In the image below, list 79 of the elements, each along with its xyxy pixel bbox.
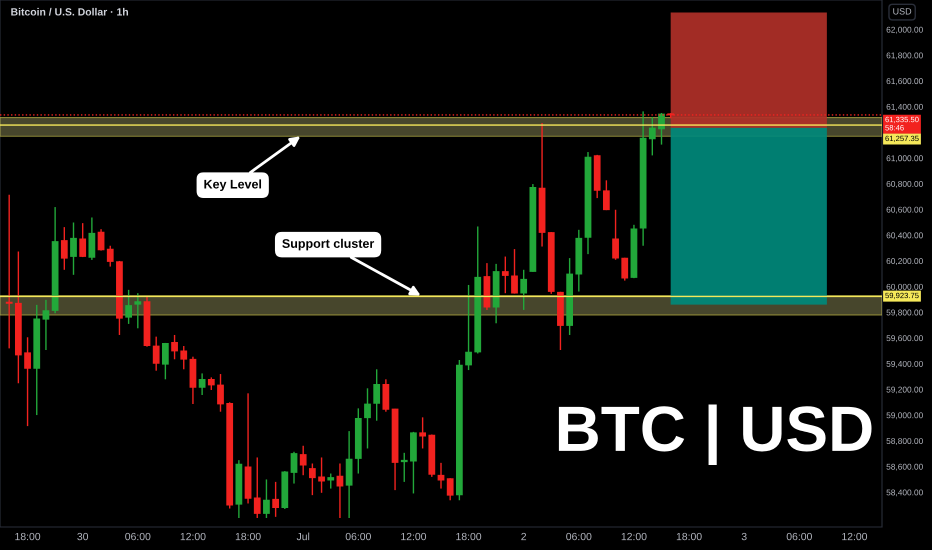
candlestick — [300, 445, 307, 476]
candlestick — [263, 478, 270, 519]
candlestick — [152, 336, 160, 372]
y-tick-label: 61,600.00 — [886, 78, 923, 86]
candlestick — [612, 209, 619, 260]
candlestick — [446, 477, 454, 501]
y-tick-label: 58,800.00 — [886, 438, 923, 445]
x-tick-label: 18:00 — [236, 532, 261, 540]
candlestick — [318, 456, 325, 494]
candlestick — [98, 228, 104, 252]
candlestick — [308, 462, 316, 496]
y-tick-label: 61,800.00 — [886, 52, 923, 60]
y-tick-label: 60,400.00 — [886, 232, 923, 240]
y-tick-label: 59,600.00 — [886, 335, 923, 342]
y-tick-label: 58,400.00 — [886, 489, 923, 496]
x-tick-label: 06:00 — [346, 532, 371, 540]
candlestick — [208, 376, 215, 391]
candlestick — [502, 256, 509, 294]
annotation: Support cluster — [282, 238, 374, 250]
candlestick — [364, 388, 371, 450]
candlestick — [6, 194, 13, 350]
x-tick-label: 3 — [742, 532, 747, 540]
x-tick-label: 2 — [521, 532, 526, 540]
candlestick — [42, 299, 50, 351]
text: Bitcoin / U.S. Dollar · 1h — [11, 8, 128, 16]
candlestick — [254, 456, 261, 519]
annotation: BTC | USD — [558, 404, 872, 466]
x-tick-label: 12:00 — [180, 532, 206, 540]
candlestick — [373, 368, 380, 422]
candlestick — [658, 112, 665, 146]
y-tick-label: 59,400.00 — [886, 360, 923, 368]
x-tick-label: 12:00 — [622, 532, 647, 540]
annotation: Key Level — [204, 179, 262, 192]
candlestick — [217, 373, 224, 412]
candlestick — [621, 257, 628, 282]
candlestick — [180, 345, 188, 370]
y-axis-title: USD — [893, 8, 912, 15]
y-tick-label: 60,800.00 — [886, 181, 923, 188]
y-tick-label: 59,000.00 — [886, 412, 923, 420]
x-tick-label: 12:00 — [401, 532, 426, 540]
x-tick-label: 06:00 — [786, 532, 812, 540]
candlestick — [60, 226, 68, 270]
x-tick-label: 18:00 — [456, 532, 482, 540]
candlestick — [511, 248, 518, 294]
candlestick — [171, 334, 178, 360]
candlestick — [465, 284, 472, 371]
y-tick-label: 59,200.00 — [886, 386, 923, 394]
candlestick — [438, 462, 444, 490]
candlestick — [272, 481, 280, 518]
candlestick — [327, 472, 334, 490]
y-tick-label: 60,600.00 — [886, 206, 923, 214]
candlestick — [198, 372, 206, 396]
candlestick — [520, 269, 528, 311]
candlestick — [24, 336, 31, 427]
candlestick — [162, 342, 169, 380]
x-tick-label: 18:00 — [15, 532, 40, 540]
candlestick — [290, 451, 298, 484]
y-tick-label: 61,000.00 — [886, 155, 923, 162]
candlestick — [125, 289, 132, 325]
x-tick-label: 06:00 — [566, 532, 592, 540]
candlestick — [70, 222, 77, 276]
x-tick-label: 06:00 — [125, 532, 150, 540]
candlestick — [134, 292, 142, 329]
candlestick — [336, 462, 344, 519]
y-tick-label: 61,400.00 — [886, 104, 923, 111]
x-tick-label: Jul — [296, 532, 310, 540]
y-tick-label: 60,000.00 — [886, 284, 923, 291]
y-tick-label: 59,800.00 — [886, 310, 923, 316]
candlestick — [106, 245, 114, 268]
x-tick-label: 12:00 — [842, 532, 868, 540]
y-tick-label: 62,000.00 — [886, 26, 923, 34]
candlestick — [419, 416, 426, 450]
x-tick-label: 18:00 — [676, 532, 702, 540]
y-tick-label: 60,200.00 — [886, 258, 923, 266]
candlestick — [602, 180, 610, 211]
candlestick — [79, 222, 86, 258]
y-tick-label: 58,600.00 — [886, 464, 923, 471]
x-tick-label: 30 — [77, 532, 88, 540]
candlestick — [648, 116, 656, 156]
